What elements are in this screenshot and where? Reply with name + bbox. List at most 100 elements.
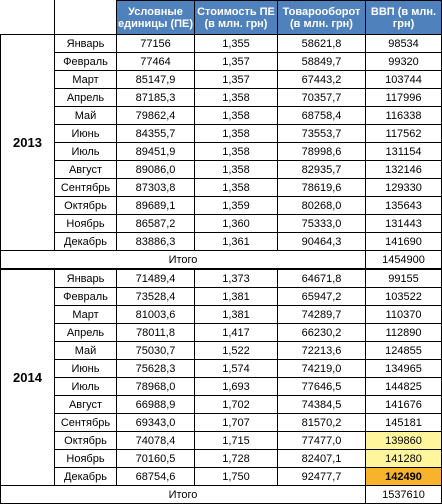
turnover-cell: 77477,0 <box>277 431 366 450</box>
units-cell: 70160,5 <box>116 449 195 468</box>
table-row: Февраль 77464 1,357 58849,7 99320 <box>1 52 442 71</box>
gdp-cell: 141280 <box>365 449 442 468</box>
gdp-cell: 124855 <box>365 341 442 360</box>
table-row: Март 85147,9 1,357 67443,2 103744 <box>1 70 442 89</box>
table-row: Ноябрь 70160,5 1,728 82407,1 141280 <box>1 449 442 468</box>
month-cell: Июнь <box>54 359 117 378</box>
gdp-cell: 99320 <box>365 52 442 71</box>
table-row: Декабрь 68754,6 1,750 92477,7 142490 <box>1 467 442 486</box>
cost-cell: 1,417 <box>194 323 278 342</box>
table-row: Октябрь 89689,1 1,359 80268,0 135643 <box>1 196 442 215</box>
month-cell: Февраль <box>54 287 117 306</box>
gdp-cell: 112890 <box>365 323 442 342</box>
units-cell: 78011,8 <box>116 323 195 342</box>
month-cell: Май <box>54 341 117 360</box>
table-row: 2013 Январь 77156 1,355 58621,8 98534 <box>0 34 442 251</box>
turnover-cell: 82407,1 <box>277 449 366 468</box>
units-cell: 74078,4 <box>116 431 195 450</box>
header-row: Условные единицы (ПЕ) Стоимость ПЕ (в мл… <box>0 0 442 35</box>
table-row: Ноябрь 86587,2 1,360 75333,0 131443 <box>1 214 442 233</box>
month-cell: Октябрь <box>54 431 117 450</box>
table-row: Сентябрь 69343,0 1,707 81570,2 145181 <box>1 413 442 432</box>
total-label: Итого <box>0 250 366 270</box>
turnover-cell: 77646,5 <box>277 377 366 396</box>
gdp-cell: 141690 <box>365 232 442 251</box>
cost-cell: 1,707 <box>194 413 278 432</box>
units-cell: 85147,9 <box>116 70 195 89</box>
table-row: 2014 Январь 71489,4 1,373 64671,8 99155 <box>0 268 442 486</box>
gdp-cell: 141676 <box>365 395 442 414</box>
table-row: Декабрь 83886,3 1,361 90464,3 141690 <box>1 232 442 251</box>
turnover-cell: 66230,2 <box>277 323 366 342</box>
gdp-cell: 132146 <box>365 160 442 179</box>
turnover-cell: 80268,0 <box>277 196 366 215</box>
units-cell: 66988,9 <box>116 395 195 414</box>
turnover-cell: 74219,0 <box>277 359 366 378</box>
units-cell: 75628,3 <box>116 359 195 378</box>
turnover-cell: 68758,4 <box>277 106 366 125</box>
table-body: 2013 Январь 77156 1,355 58621,8 98534 Февраль 7… <box>0 34 442 504</box>
header-units: Условные единицы (ПЕ) <box>116 0 195 35</box>
units-cell: 87303,8 <box>116 178 195 197</box>
month-cell: Март <box>54 70 117 89</box>
cost-cell: 1,359 <box>194 196 278 215</box>
month-cell: Октябрь <box>54 196 117 215</box>
table-row: Июнь 75628,3 1,574 74219,0 134965 <box>1 359 442 378</box>
units-cell: 83886,3 <box>116 232 195 251</box>
header-blank-month <box>54 0 117 35</box>
cost-cell: 1,728 <box>194 449 278 468</box>
units-cell: 71489,4 <box>116 268 195 288</box>
year-cell: 2013 <box>0 34 55 251</box>
turnover-cell: 70357,7 <box>277 88 366 107</box>
table-row: Октябрь 74078,4 1,715 77477,0 139860 <box>1 431 442 450</box>
turnover-cell: 90464,3 <box>277 232 366 251</box>
turnover-cell: 67443,2 <box>277 70 366 89</box>
month-cell: Сентябрь <box>54 178 117 197</box>
units-cell: 87185,3 <box>116 88 195 107</box>
cost-cell: 1,361 <box>194 232 278 251</box>
turnover-cell: 92477,7 <box>277 467 366 486</box>
turnover-cell: 58849,7 <box>277 52 366 71</box>
turnover-cell: 58621,8 <box>277 34 366 53</box>
table-row: Июнь 84355,7 1,358 73553,7 117562 <box>1 124 442 143</box>
month-cell: Ноябрь <box>54 214 117 233</box>
units-cell: 78968,0 <box>116 377 195 396</box>
month-cell: Март <box>54 305 117 324</box>
cost-cell: 1,357 <box>194 70 278 89</box>
header-cost: Стоимость ПЕ (в млн. грн) <box>194 0 278 35</box>
total-label: Итого <box>0 485 366 504</box>
header-gdp: ВВП (в млн. грн) <box>365 0 442 35</box>
units-cell: 89689,1 <box>116 196 195 215</box>
cost-cell: 1,715 <box>194 431 278 450</box>
month-cell: Август <box>54 160 117 179</box>
month-cell: Ноябрь <box>54 449 117 468</box>
gdp-cell: 99155 <box>365 268 442 288</box>
units-cell: 86587,2 <box>116 214 195 233</box>
turnover-cell: 78998,6 <box>277 142 366 161</box>
units-cell: 77464 <box>116 52 195 71</box>
gdp-cell: 110370 <box>365 305 442 324</box>
table-row: Февраль 73528,4 1,381 65947,2 103522 <box>1 287 442 306</box>
month-cell: Июль <box>54 142 117 161</box>
month-cell: Декабрь <box>54 467 117 486</box>
units-cell: 69343,0 <box>116 413 195 432</box>
table-row: Август 66988,9 1,702 74384,5 141676 <box>1 395 442 414</box>
cost-cell: 1,358 <box>194 160 278 179</box>
cost-cell: 1,750 <box>194 467 278 486</box>
cost-cell: 1,693 <box>194 377 278 396</box>
cost-cell: 1,355 <box>194 34 278 53</box>
table-row: Август 89086,0 1,358 82935,7 132146 <box>1 160 442 179</box>
table-row: Июль 89451,9 1,358 78998,6 131154 <box>1 142 442 161</box>
units-cell: 89086,0 <box>116 160 195 179</box>
month-cell: Апрель <box>54 88 117 107</box>
units-cell: 79862,4 <box>116 106 195 125</box>
turnover-cell: 81570,2 <box>277 413 366 432</box>
month-cell: Июль <box>54 377 117 396</box>
table-row: Май 79862,4 1,358 68758,4 116338 <box>1 106 442 125</box>
cost-cell: 1,358 <box>194 178 278 197</box>
header-blank <box>0 0 55 35</box>
cost-cell: 1,373 <box>194 268 278 288</box>
units-cell: 84355,7 <box>116 124 195 143</box>
month-cell: Апрель <box>54 323 117 342</box>
table-row: Апрель 78011,8 1,417 66230,2 112890 <box>1 323 442 342</box>
